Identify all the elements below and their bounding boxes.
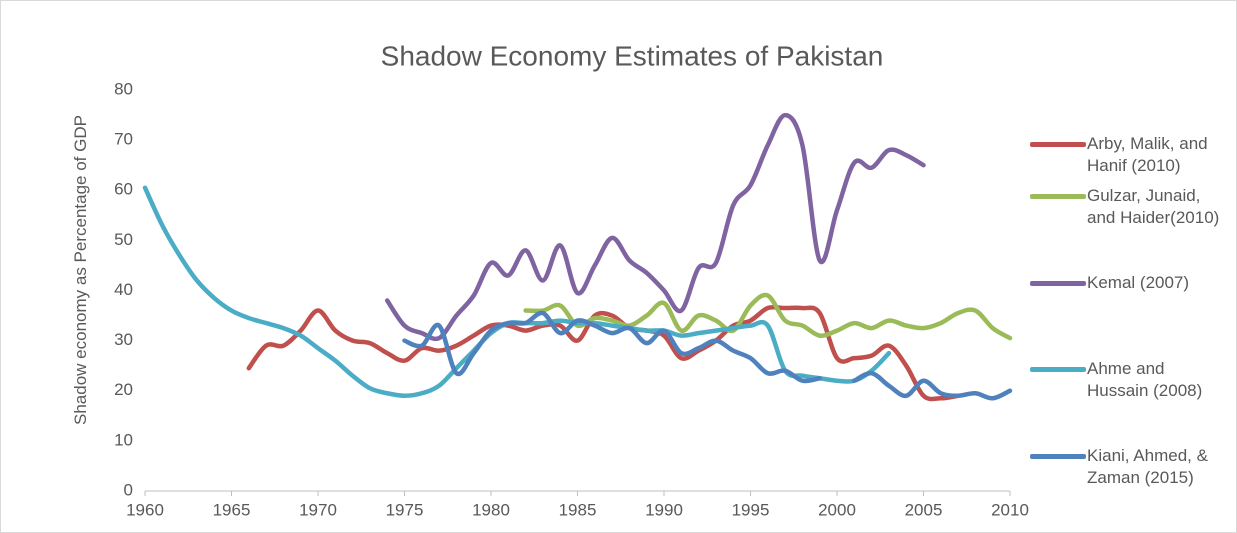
legend-label: Ahme and Hussain (2008) — [1087, 359, 1203, 400]
chart-title: Shadow Economy Estimates of Pakistan — [381, 40, 884, 71]
y-tick-label: 60 — [114, 180, 133, 199]
legend-marker — [1030, 367, 1086, 372]
series-line — [246, 304, 961, 402]
x-tick-label: 1970 — [299, 500, 337, 519]
legend-label: Kiani, Ahmed, & Zaman (2015) — [1087, 446, 1208, 487]
x-tick-label: 2000 — [818, 500, 856, 519]
x-tick-label: 1965 — [213, 500, 251, 519]
x-tick-label: 1980 — [472, 500, 510, 519]
legend-marker — [1030, 454, 1086, 459]
y-tick-label: 70 — [114, 130, 133, 149]
x-tick-label: 1960 — [126, 500, 164, 519]
y-tick-label: 80 — [114, 79, 133, 98]
series-line — [384, 112, 926, 342]
legend-marker — [1030, 194, 1086, 199]
series-line — [852, 370, 1013, 401]
x-tick-label: 1990 — [645, 500, 683, 519]
legend-marker — [1030, 281, 1086, 286]
series-line — [402, 310, 822, 384]
y-tick-label: 0 — [124, 480, 133, 499]
x-tick-label: 2005 — [905, 500, 943, 519]
x-tick-label: 1975 — [386, 500, 424, 519]
y-tick-label: 30 — [114, 330, 133, 349]
x-tick-label: 2010 — [991, 500, 1029, 519]
series-line — [142, 185, 892, 399]
y-tick-label: 10 — [114, 430, 133, 449]
series-line — [523, 292, 1013, 341]
legend-label: Kemal (2007) — [1087, 273, 1190, 292]
y-axis-label: Shadow economy as Percentage of GDP — [71, 115, 90, 425]
legend-label: Arby, Malik, and Hanif (2010) — [1087, 134, 1208, 175]
legend-marker — [1030, 142, 1086, 147]
y-tick-label: 20 — [114, 380, 133, 399]
x-tick-label: 1985 — [559, 500, 597, 519]
y-tick-label: 50 — [114, 230, 133, 249]
x-tick-label: 1995 — [732, 500, 770, 519]
legend-label: Gulzar, Junaid, and Haider(2010) — [1087, 186, 1220, 227]
y-tick-label: 40 — [114, 280, 133, 299]
